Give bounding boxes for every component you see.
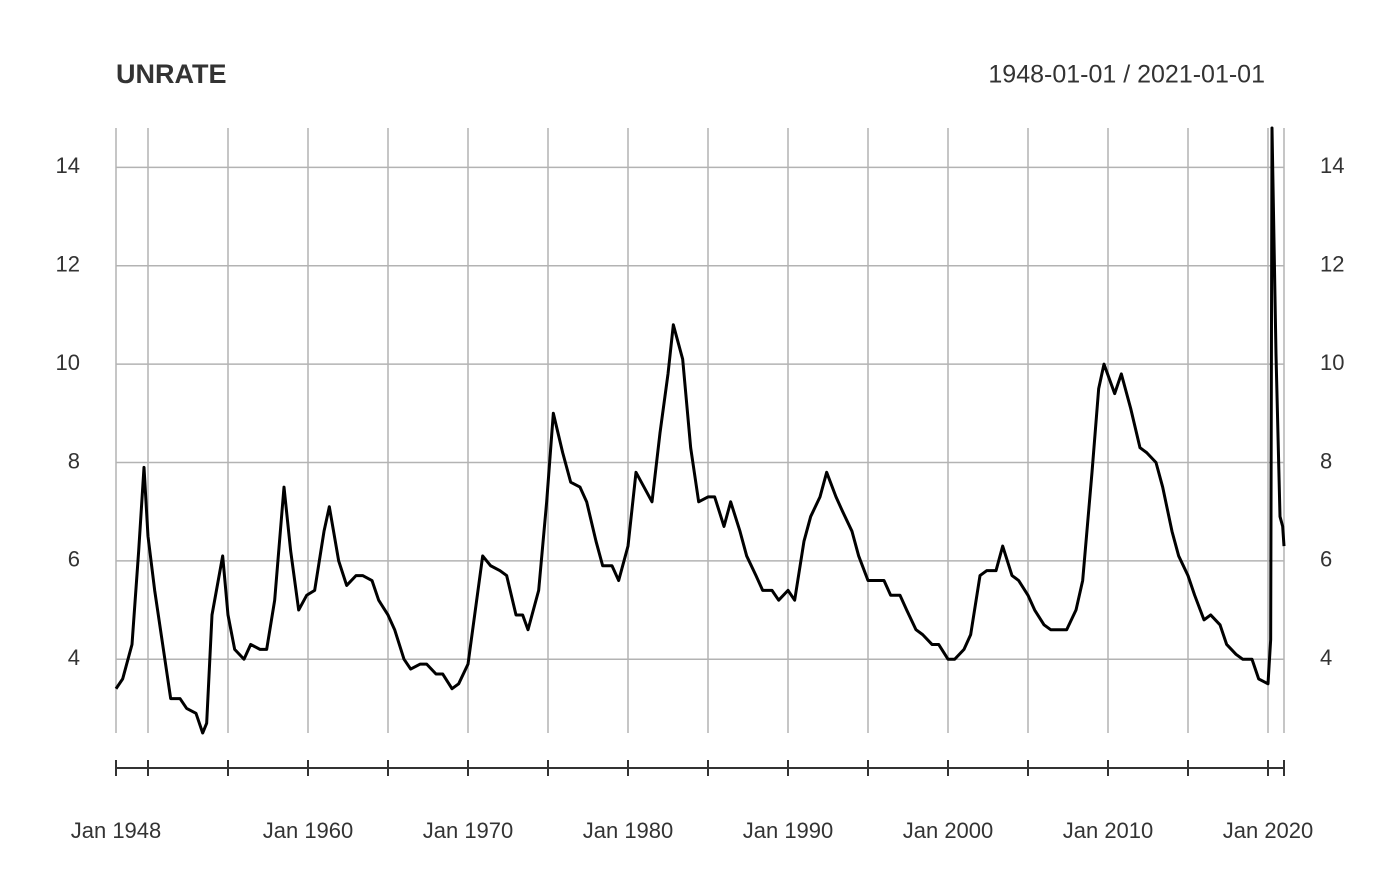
x-tick-label: Jan 2020 [1223, 818, 1314, 843]
y-tick-label-right: 4 [1320, 645, 1332, 670]
x-tick-label: Jan 1990 [743, 818, 834, 843]
x-tick-label: Jan 1948 [71, 818, 162, 843]
y-tick-label: 14 [56, 153, 80, 178]
y-tick-label-right: 10 [1320, 350, 1344, 375]
x-tick-label: Jan 1970 [423, 818, 514, 843]
date-range: 1948-01-01 / 2021-01-01 [988, 61, 1265, 89]
x-tick-label: Jan 1980 [583, 818, 674, 843]
data-line [114, 126, 1286, 735]
y-tick-label: 4 [68, 645, 80, 670]
y-tick-label-right: 6 [1320, 547, 1332, 572]
y-tick-label-right: 12 [1320, 252, 1344, 277]
y-tick-label: 6 [68, 547, 80, 572]
x-tick-label: Jan 1960 [263, 818, 354, 843]
x-tick-label: Jan 2000 [903, 818, 994, 843]
x-tick-label: Jan 2010 [1063, 818, 1154, 843]
chart-title: UNRATE [116, 59, 227, 89]
y-tick-label-right: 8 [1320, 448, 1332, 473]
y-tick-label: 12 [56, 252, 80, 277]
y-tick-label-right: 14 [1320, 153, 1344, 178]
y-tick-label: 8 [68, 448, 80, 473]
y-tick-label: 10 [56, 350, 80, 375]
